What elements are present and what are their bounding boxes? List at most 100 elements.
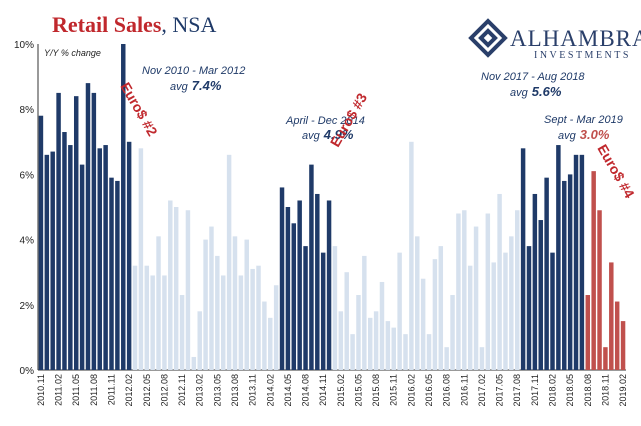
logo-emblem-icon <box>468 18 508 58</box>
bar <box>121 44 126 370</box>
bar <box>497 193 502 370</box>
y-tick-label: 10% <box>14 40 34 51</box>
bar <box>232 236 238 370</box>
bar <box>491 262 496 370</box>
annotation-period-1: Nov 2010 - Mar 2012 avg 7.4% <box>142 65 245 93</box>
bar <box>226 154 232 370</box>
bar <box>467 265 473 370</box>
x-tick-label: 2012.05 <box>142 374 152 407</box>
bar <box>268 317 273 370</box>
bar <box>362 255 367 370</box>
bar <box>573 154 579 370</box>
annotation-period-3-text: Nov 2017 - Aug 2018 <box>481 71 585 83</box>
annotation-period-2-avg-label: avg <box>302 130 321 142</box>
bar <box>73 96 79 370</box>
y-tick-label: 6% <box>20 170 35 181</box>
bar <box>597 210 602 370</box>
bar <box>379 281 385 370</box>
y-tick-labels: 0% 2% 4% 6% 8% 10% <box>14 40 34 377</box>
bars <box>38 44 626 371</box>
bar <box>420 278 426 370</box>
bar <box>197 311 202 370</box>
bar <box>409 141 414 370</box>
bar <box>456 213 461 370</box>
bar <box>620 321 626 370</box>
annotation-period-1-avg: avg 7.4% <box>170 78 222 93</box>
bar <box>62 132 67 370</box>
bar <box>150 275 155 370</box>
annotation-period-3-avg: avg 5.6% <box>510 84 562 99</box>
x-tick-label: 2011.11 <box>107 374 117 405</box>
bar <box>144 265 150 370</box>
bar <box>532 193 538 370</box>
bar <box>126 141 132 370</box>
bar <box>415 236 420 370</box>
bar <box>397 252 402 370</box>
bar <box>297 200 302 370</box>
annotation-period-3: Nov 2017 - Aug 2018 avg 5.6% <box>481 71 585 99</box>
bar <box>556 145 561 370</box>
annotation-euro-4: Euro$ #4 <box>594 142 638 201</box>
bar <box>473 226 479 370</box>
x-tick-label: 2012.08 <box>159 374 169 407</box>
bar <box>115 180 120 370</box>
x-tick-label: 2017.02 <box>477 374 487 407</box>
bar <box>244 239 249 370</box>
bar <box>320 252 326 370</box>
bar <box>303 246 308 370</box>
bar <box>220 275 226 370</box>
bar <box>450 295 455 370</box>
x-tick-label: 2016.11 <box>459 374 469 406</box>
bar <box>97 148 102 370</box>
x-tick-label: 2015.05 <box>353 374 363 407</box>
bar <box>356 295 361 370</box>
bar <box>338 311 344 370</box>
bar <box>332 246 338 370</box>
annotation-period-1-text: Nov 2010 - Mar 2012 <box>142 65 245 77</box>
x-tick-label: 2013.08 <box>230 374 240 407</box>
x-tick-label: 2018.11 <box>600 374 610 406</box>
x-tick-label: 2019.02 <box>618 374 628 407</box>
bar <box>103 145 108 370</box>
bar <box>168 200 173 370</box>
bar <box>350 334 355 370</box>
bar <box>567 174 573 370</box>
bar <box>262 301 267 370</box>
bar <box>279 187 285 370</box>
x-tick-label: 2015.02 <box>336 374 346 407</box>
bar <box>432 259 438 370</box>
bar <box>173 207 179 370</box>
bar <box>238 275 244 370</box>
x-tick-label: 2018.02 <box>548 374 558 407</box>
x-tick-label: 2013.11 <box>248 374 258 406</box>
x-tick-label: 2017.11 <box>530 374 540 406</box>
y-tick-label: 0% <box>20 366 35 377</box>
annotation-period-2: April - Dec 2014 avg 4.9% <box>285 115 365 142</box>
y-tick-label: 2% <box>20 301 35 312</box>
bar <box>273 285 279 370</box>
bar <box>215 255 220 370</box>
bar <box>462 210 467 370</box>
bar <box>56 92 61 371</box>
bar <box>309 164 314 370</box>
bar <box>68 145 73 370</box>
bar <box>526 246 532 370</box>
bar <box>138 148 144 370</box>
annotation-period-1-avg-label: avg <box>170 81 189 93</box>
annotation-period-4-avg-value: 3.0% <box>580 127 610 142</box>
bar <box>585 295 591 370</box>
x-tick-label: 2018.05 <box>565 374 575 407</box>
y-tick-label: 4% <box>20 236 35 247</box>
annotation-period-4-avg-label: avg <box>558 130 577 142</box>
y-axis-label: Y/Y % change <box>44 48 101 58</box>
bar <box>38 115 44 370</box>
bar <box>520 148 526 370</box>
bar <box>426 334 432 370</box>
bar <box>79 164 85 370</box>
x-tick-label: 2016.05 <box>424 374 434 407</box>
bar <box>85 83 91 371</box>
y-tick-label: 8% <box>20 105 35 116</box>
x-tick-label: 2010.11 <box>36 374 46 406</box>
bar <box>591 171 596 370</box>
bar <box>479 347 485 370</box>
